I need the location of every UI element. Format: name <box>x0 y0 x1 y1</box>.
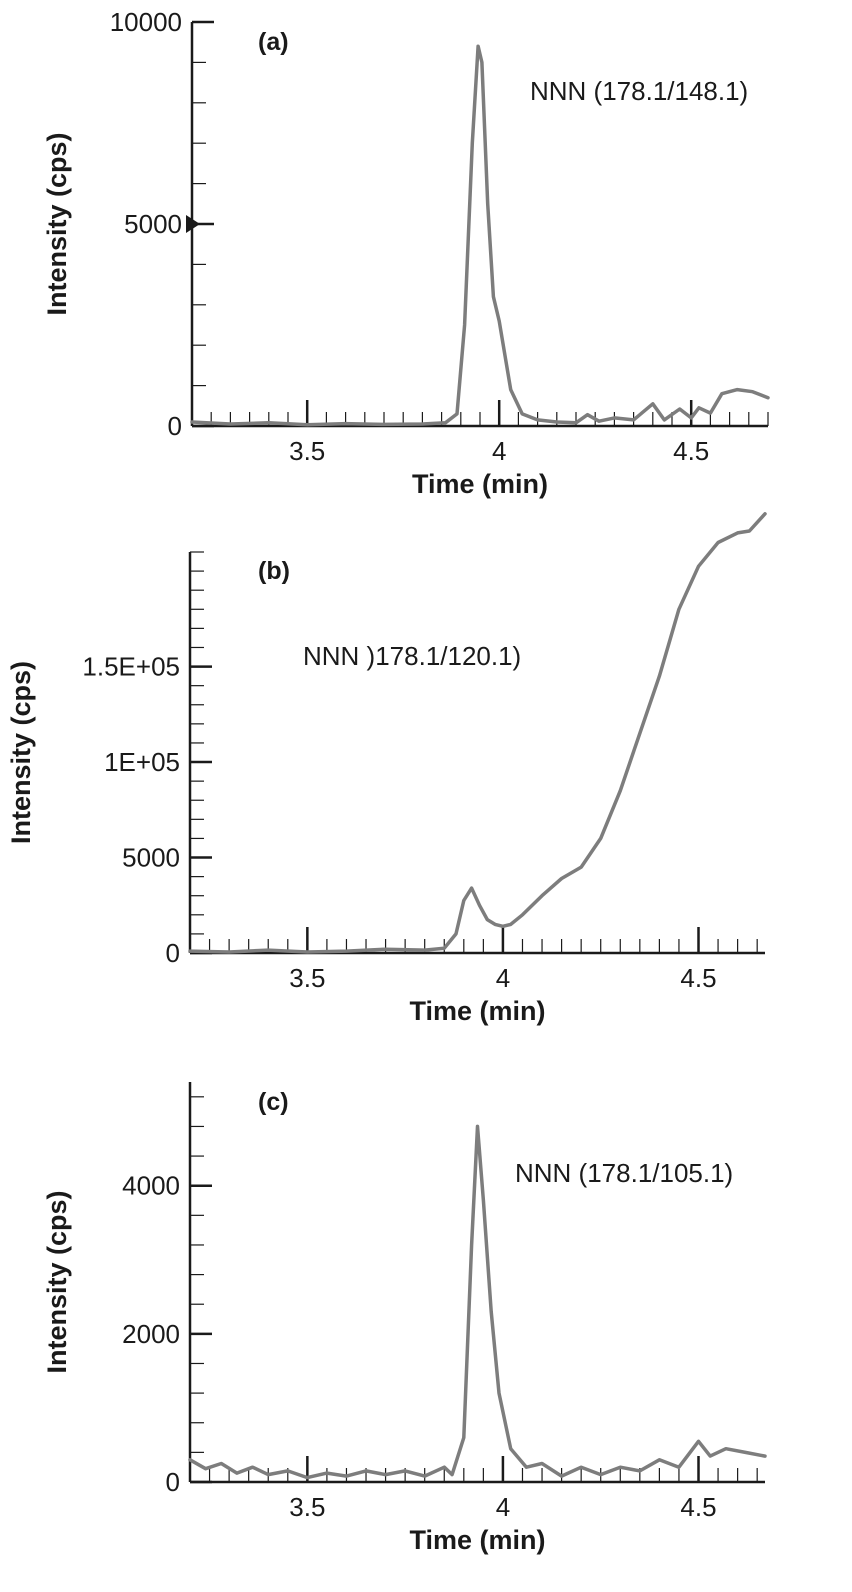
panel-label: (a) <box>258 28 289 56</box>
y-tick-label: 0 <box>166 938 180 968</box>
y-tick-label: 1E+05 <box>104 747 180 777</box>
panel-c: 0 2000 4000 3.5 4 4.5 Time (min) Intensity (cps… <box>42 1082 767 1555</box>
x-tick-label: 3.5 <box>289 963 325 993</box>
trace-annotation: NNN (178.1/105.1) <box>515 1158 733 1188</box>
y-axis-title: Intensity (cps) <box>42 1190 72 1373</box>
x-axis-title: Time (min) <box>409 1525 545 1555</box>
x-tick-label: 3.5 <box>289 436 325 466</box>
trace-annotation: NNN (178.1/148.1) <box>530 76 748 106</box>
y-tick-label: 1.5E+05 <box>82 652 180 682</box>
x-axis-title: Time (min) <box>409 996 545 1026</box>
y-axis-title: Intensity (cps) <box>42 132 72 315</box>
y-tick-label: 0 <box>166 1467 180 1497</box>
axis-marker <box>186 215 200 233</box>
y-tick-label: 4000 <box>122 1171 180 1201</box>
y-tick-label: 5000 <box>122 843 180 873</box>
x-tick-label: 4.5 <box>673 436 709 466</box>
trace-annotation: NNN )178.1/120.1) <box>303 641 521 671</box>
chromatogram-trace <box>188 512 767 954</box>
panel-a: 0 5000 10000 3.5 4 4.5 Time (min) Intensity (cp… <box>42 7 770 499</box>
panel-label: (c) <box>258 1088 289 1116</box>
x-tick-label: 4 <box>496 963 510 993</box>
x-tick-label: 4.5 <box>680 963 716 993</box>
chromatogram-trace <box>188 1124 767 1480</box>
x-tick-label: 4 <box>496 1492 510 1522</box>
x-tick-label: 4.5 <box>680 1492 716 1522</box>
y-tick-label: 10000 <box>110 7 182 37</box>
y-tick-label: 5000 <box>124 209 182 239</box>
chromatogram-trace <box>190 44 770 427</box>
y-axis-title: Intensity (cps) <box>6 661 36 844</box>
x-tick-label: 4 <box>492 436 506 466</box>
y-tick-label: 2000 <box>122 1319 180 1349</box>
panel-label: (b) <box>258 557 290 585</box>
x-tick-label: 3.5 <box>289 1492 325 1522</box>
y-tick-label: 0 <box>168 411 182 441</box>
panel-b: 0 5000 1E+05 1.5E+05 3.5 4 4.5 Time (min) Intens… <box>6 512 767 1026</box>
x-axis-title: Time (min) <box>412 469 548 499</box>
